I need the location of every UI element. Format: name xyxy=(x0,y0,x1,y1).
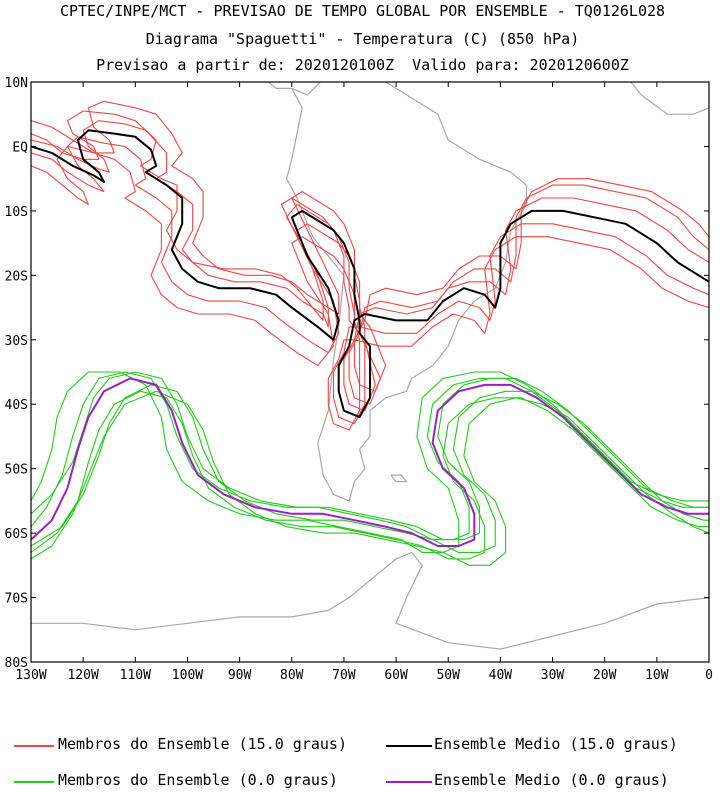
y-tick-label: 80S xyxy=(5,656,28,671)
legend-swatch-mean-15 xyxy=(386,745,432,747)
chart-title-line-1: CPTEC/INPE/MCT - PREVISAO DE TEMPO GLOBA… xyxy=(59,2,666,20)
y-tick-label: 40S xyxy=(5,398,28,413)
y-tick-label: 70S xyxy=(5,592,28,607)
ensemble-member-line-7 xyxy=(31,371,709,553)
plot-frame xyxy=(30,81,710,663)
antarctic-peninsula-coast xyxy=(31,551,412,631)
ensemble-member-line-10 xyxy=(31,390,709,566)
legend-swatch-members-15 xyxy=(14,745,54,747)
ensemble-member-line-9 xyxy=(31,371,709,541)
ensemble-member-line-6 xyxy=(31,390,709,560)
y-tick-label: 60S xyxy=(5,527,28,542)
chart-title-line-3: Previsao a partir de: 2020120100Z Valido… xyxy=(96,56,629,74)
antarctica-coast-east xyxy=(395,552,709,650)
x-tick-label: 90W xyxy=(228,668,252,683)
x-tick-label: 40W xyxy=(489,668,513,683)
x-tick-label: 60W xyxy=(384,668,408,683)
x-tick-label: 70W xyxy=(332,668,356,683)
central-america-coast xyxy=(267,82,292,90)
legend-label-members-0: Membros do Ensemble (0.0 graus) xyxy=(58,771,338,789)
legend-label-mean-0: Ensemble Medio (0.0 graus) xyxy=(434,771,669,789)
x-tick-label: 120W xyxy=(67,668,98,683)
chart-title-line-2: Diagrama "Spaguetti" - Temperatura (C) (… xyxy=(145,30,580,48)
ensemble-mean-line-12 xyxy=(31,377,709,547)
legend-swatch-members-0 xyxy=(14,781,54,783)
axis-layer: 130W 120W 110W 100W 90W 80W 70W 60W 50W 40W 30W 20W… xyxy=(5,76,713,683)
legend-label-members-15: Membros do Ensemble (15.0 graus) xyxy=(58,735,347,753)
ensemble-member-line-8 xyxy=(31,384,709,553)
y-tick-label: 20S xyxy=(5,269,28,284)
ensemble-member-line-3 xyxy=(31,100,709,392)
series-layer xyxy=(31,100,709,566)
x-tick-label: 10W xyxy=(645,668,669,683)
y-tick-label: EQ xyxy=(12,140,28,155)
y-tick-label: 10S xyxy=(5,205,28,220)
x-tick-label: 100W xyxy=(172,668,203,683)
south-america-coast xyxy=(285,82,528,502)
ensemble-member-line-2 xyxy=(31,110,709,405)
y-tick-label: 50S xyxy=(5,463,28,478)
y-tick-label: 10N xyxy=(5,76,28,91)
x-tick-label: 130W xyxy=(15,668,46,683)
legend-label-mean-15: Ensemble Medio (15.0 graus) xyxy=(434,735,678,753)
legend-swatch-mean-0 xyxy=(386,781,432,783)
x-tick-label: 30W xyxy=(541,668,565,683)
x-tick-label: 80W xyxy=(280,668,304,683)
x-tick-label: 110W xyxy=(120,668,151,683)
falkland-islands xyxy=(390,474,408,483)
y-tick-label: 30S xyxy=(5,334,28,349)
x-tick-label: 0 xyxy=(705,668,713,683)
ensemble-member-line-4 xyxy=(31,145,709,431)
africa-coast xyxy=(630,82,709,115)
coastline-layer xyxy=(31,82,709,650)
ensemble-mean-line-11 xyxy=(31,129,709,419)
x-tick-label: 20W xyxy=(593,668,617,683)
x-tick-label: 50W xyxy=(436,668,460,683)
